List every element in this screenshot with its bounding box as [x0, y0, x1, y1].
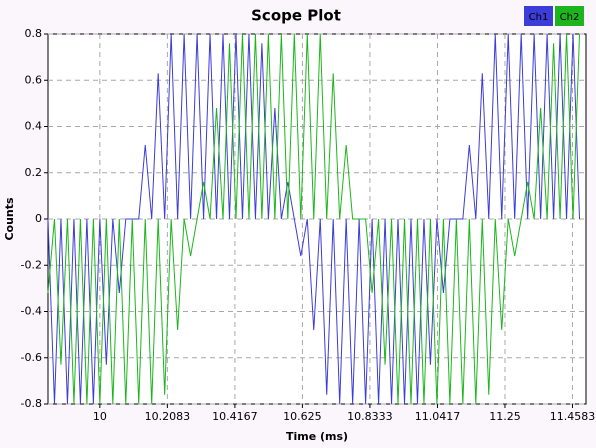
- x-tick-label: 10.8333: [347, 410, 393, 423]
- y-tick-label: -0.6: [21, 351, 42, 364]
- x-tick-label: 10.2083: [145, 410, 191, 423]
- series-line: [47, 33, 581, 405]
- y-tick-label: 0.6: [25, 73, 43, 86]
- y-tick-label: -0.8: [21, 397, 42, 410]
- y-tick-label: 0.2: [25, 166, 43, 179]
- y-tick-label: 0.4: [25, 120, 43, 133]
- x-tick-label: 11.0417: [415, 410, 461, 423]
- x-tick-label: 10.4167: [212, 410, 258, 423]
- legend-swatch: [524, 6, 553, 26]
- y-tick-label: 0.8: [25, 27, 43, 40]
- y-tick-label: -0.2: [21, 258, 42, 271]
- x-tick-label: 11.4583: [550, 410, 596, 423]
- x-tick-label: 10.625: [283, 410, 322, 423]
- legend-label: Ch2: [560, 12, 580, 23]
- x-axis-label: Time (ms): [286, 430, 348, 443]
- chart-title: Scope Plot: [251, 7, 341, 25]
- legend-swatch: [555, 6, 584, 26]
- y-axis-label: Counts: [3, 197, 16, 241]
- y-tick-label: -0.4: [21, 305, 42, 318]
- x-tick-label: 11.25: [489, 410, 521, 423]
- series-line: [47, 33, 581, 405]
- y-tick-label: 0: [35, 212, 42, 225]
- legend-label: Ch1: [529, 12, 549, 23]
- x-tick-label: 10: [93, 410, 107, 423]
